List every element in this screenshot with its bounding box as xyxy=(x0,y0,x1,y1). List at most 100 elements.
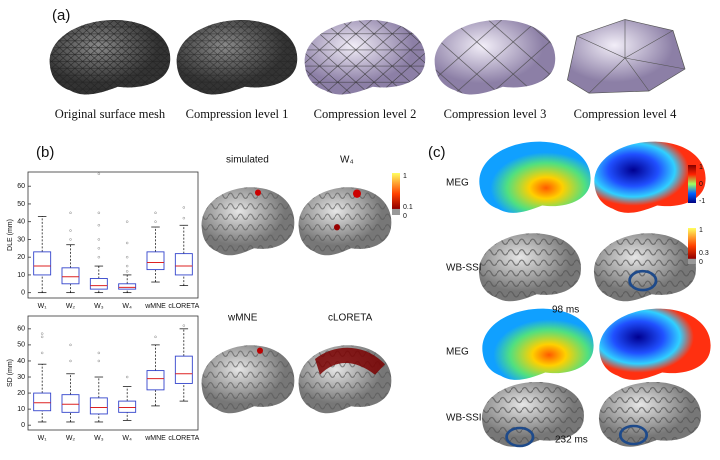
x-tick-label: cLORETA xyxy=(168,435,199,442)
x-tick-label: W₁ xyxy=(38,435,48,442)
outlier xyxy=(97,172,101,176)
brain xyxy=(593,233,696,302)
x-tick-label: wMNE xyxy=(144,303,166,310)
outlier xyxy=(97,247,101,250)
outlier xyxy=(125,255,129,259)
plot-frame xyxy=(27,315,199,431)
row-label: WB-SSI xyxy=(446,413,482,424)
colorbar-label: 0.3 xyxy=(699,250,709,257)
outlier xyxy=(154,220,157,223)
y-tick-label: 30 xyxy=(17,236,25,243)
row-label: WB-SSI xyxy=(446,263,482,274)
outlier xyxy=(97,223,101,227)
y-tick-label: 0 xyxy=(21,290,25,297)
colorbar xyxy=(688,228,696,264)
x-tick-label: W₄ xyxy=(122,435,132,442)
outlier xyxy=(97,238,101,241)
box xyxy=(61,267,80,285)
outlier xyxy=(69,211,72,215)
outlier xyxy=(125,220,129,223)
caption: Compression level 3 xyxy=(444,107,547,121)
outlier xyxy=(125,264,129,268)
box xyxy=(89,278,108,290)
brain-label: cLORETA xyxy=(328,313,373,324)
colorbar-label: 1 xyxy=(403,173,407,180)
x-tick-label: W₂ xyxy=(66,435,76,442)
y-tick-label: 50 xyxy=(17,342,25,349)
y-tick-label: 60 xyxy=(17,326,25,333)
mesh-brain xyxy=(566,19,686,94)
time-label: 98 ms xyxy=(552,305,579,316)
meg-map xyxy=(479,141,591,213)
y-tick-label: 40 xyxy=(17,358,25,365)
mesh-brain xyxy=(304,20,426,95)
outlier xyxy=(97,211,101,215)
outlier xyxy=(182,206,186,209)
panel-label: (b) xyxy=(36,144,54,161)
outlier xyxy=(40,332,44,335)
box xyxy=(146,370,165,391)
brain-label: simulated xyxy=(226,155,269,166)
colorbar xyxy=(688,165,696,203)
brain xyxy=(298,345,392,414)
outlier xyxy=(182,324,186,327)
box xyxy=(89,397,108,415)
outlier xyxy=(97,351,101,355)
brain xyxy=(598,381,701,447)
y-tick-label: 20 xyxy=(17,390,25,397)
plot-frame xyxy=(27,171,199,299)
colorbar-label: 0 xyxy=(403,213,407,220)
box xyxy=(33,251,52,276)
y-tick-label: 10 xyxy=(17,406,25,413)
box xyxy=(118,400,137,413)
outlier xyxy=(69,229,72,232)
caption: Compression level 1 xyxy=(186,107,289,121)
brain xyxy=(201,345,295,414)
colorbar-label: -1 xyxy=(699,198,705,205)
x-tick-label: wMNE xyxy=(144,435,166,442)
brain-label: wMNE xyxy=(227,313,258,324)
y-tick-label: 30 xyxy=(17,374,25,381)
outlier xyxy=(154,335,157,339)
y-axis-label: SD (mm) xyxy=(7,359,14,387)
outlier xyxy=(125,270,129,273)
row-label: MEG xyxy=(446,178,469,189)
outlier xyxy=(97,359,101,363)
brain xyxy=(298,187,392,256)
brain-label: W₄ xyxy=(340,155,354,166)
x-tick-label: W₃ xyxy=(94,435,104,442)
mesh-brain xyxy=(176,20,298,95)
outlier xyxy=(182,216,186,220)
x-tick-label: W₁ xyxy=(38,303,48,310)
colorbar-label: 1 xyxy=(699,227,703,234)
outlier xyxy=(154,211,157,215)
outlier xyxy=(125,375,129,379)
mesh-brain xyxy=(49,20,171,95)
outlier xyxy=(69,343,72,347)
time-label: 232 ms xyxy=(555,435,588,446)
outlier xyxy=(69,359,72,363)
box xyxy=(174,355,193,384)
panel-label: (c) xyxy=(428,144,446,161)
outlier xyxy=(40,351,44,355)
y-tick-label: 20 xyxy=(17,254,25,261)
box xyxy=(61,394,80,413)
caption: Compression level 2 xyxy=(314,107,417,121)
colorbar-label: 1 xyxy=(699,164,703,171)
meg-map xyxy=(599,308,711,380)
colorbar xyxy=(392,173,400,215)
y-tick-label: 10 xyxy=(17,272,25,279)
box xyxy=(174,253,193,276)
panel-label: (a) xyxy=(52,7,70,24)
outlier xyxy=(69,238,72,241)
caption: Compression level 4 xyxy=(574,107,678,121)
y-tick-label: 0 xyxy=(21,422,25,429)
row-label: MEG xyxy=(446,347,469,358)
x-tick-label: cLORETA xyxy=(168,303,199,310)
x-tick-label: W₄ xyxy=(122,303,132,310)
colorbar-label: 0 xyxy=(699,259,703,266)
brain xyxy=(478,233,581,302)
box xyxy=(146,251,165,271)
outlier xyxy=(97,255,101,259)
